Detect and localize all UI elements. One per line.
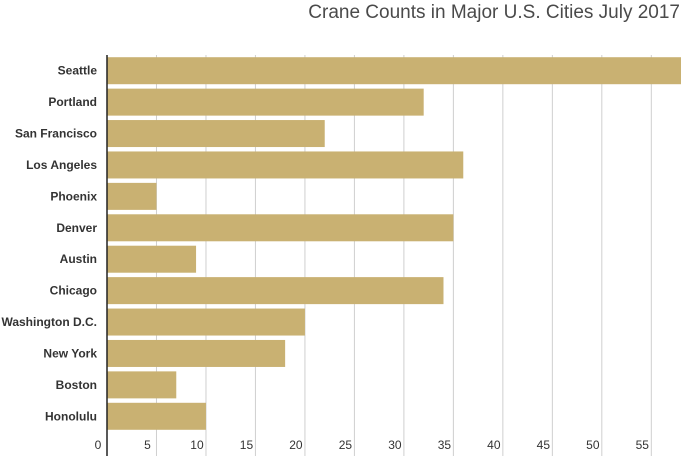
category-label: Phoenix bbox=[50, 189, 97, 203]
category-label: Denver bbox=[56, 221, 97, 235]
x-tick-label: 55 bbox=[636, 438, 650, 452]
category-label: San Francisco bbox=[15, 127, 97, 141]
x-tick-label: 5 bbox=[144, 438, 151, 452]
category-label: Boston bbox=[56, 378, 97, 392]
x-tick-label: 45 bbox=[537, 438, 551, 452]
x-tick-label: 10 bbox=[190, 438, 204, 452]
category-label: New York bbox=[43, 346, 97, 360]
x-tick-label: 30 bbox=[388, 438, 402, 452]
category-label: Austin bbox=[60, 252, 97, 266]
x-tick-label: 50 bbox=[586, 438, 600, 452]
chart-title: Crane Counts in Major U.S. Cities July 2… bbox=[308, 2, 680, 23]
x-tick-label: 15 bbox=[240, 438, 254, 452]
bar bbox=[107, 339, 286, 367]
x-tick-label: 35 bbox=[438, 438, 452, 452]
category-labels: Seattle Portland San Francisco Los Angeles P… bbox=[1, 64, 97, 424]
x-tick-label: 20 bbox=[289, 438, 303, 452]
bar bbox=[107, 88, 424, 116]
x-tick-labels: 0 5 10 15 20 25 30 35 40 45 50 55 bbox=[95, 438, 650, 452]
category-label: Honolulu bbox=[45, 409, 97, 423]
category-label: Seattle bbox=[58, 64, 98, 78]
bar bbox=[107, 308, 305, 336]
bar bbox=[107, 182, 157, 210]
bar bbox=[107, 245, 197, 273]
bar bbox=[107, 57, 681, 85]
bar bbox=[107, 120, 325, 148]
bar bbox=[107, 151, 464, 179]
category-label: Portland bbox=[48, 95, 97, 109]
category-label: Los Angeles bbox=[26, 158, 97, 172]
bars bbox=[107, 57, 681, 430]
bar bbox=[107, 371, 177, 399]
bar bbox=[107, 277, 444, 305]
category-label: Washington D.C. bbox=[1, 315, 97, 329]
x-tick-label: 40 bbox=[487, 438, 501, 452]
bar bbox=[107, 402, 206, 430]
x-tick-label: 0 bbox=[95, 438, 102, 452]
x-tick-label: 25 bbox=[339, 438, 353, 452]
category-label: Chicago bbox=[50, 284, 97, 298]
bar bbox=[107, 214, 454, 242]
